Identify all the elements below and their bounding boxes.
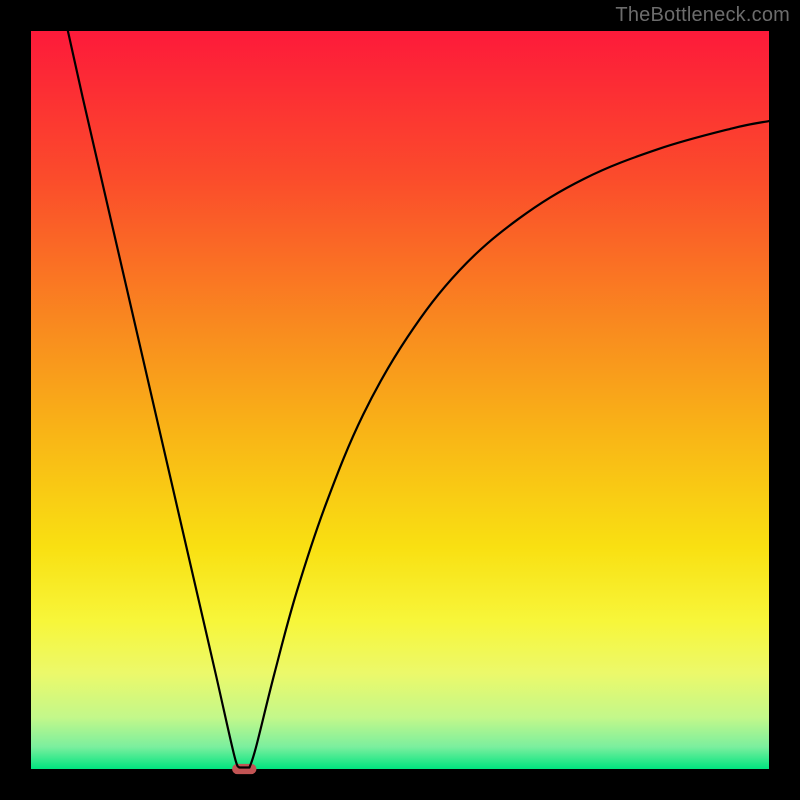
chart-plot-area [31,31,769,769]
dip-marker [232,764,256,774]
watermark-text: TheBottleneck.com [615,4,790,27]
bottleneck-curve-chart [0,0,800,800]
chart-canvas: TheBottleneck.com [0,0,800,800]
